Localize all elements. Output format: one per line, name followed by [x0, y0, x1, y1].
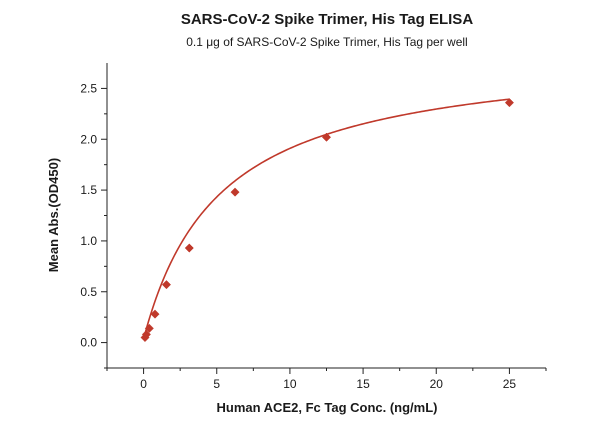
x-axis-label: Human ACE2, Fc Tag Conc. (ng/mL): [216, 400, 437, 415]
data-point: [161, 280, 172, 290]
y-tick-label: 2.5: [80, 81, 97, 95]
x-tick-label: 20: [430, 377, 444, 391]
y-tick-label: 0.0: [80, 336, 97, 350]
chart-subtitle: 0.1 μg of SARS-CoV-2 Spike Trimer, His T…: [186, 35, 467, 49]
y-tick-label: 1.0: [80, 234, 97, 248]
data-point: [504, 98, 514, 108]
data-point: [321, 132, 332, 142]
y-tick-label: 2.0: [80, 132, 97, 146]
chart-title: SARS-CoV-2 Spike Trimer, His Tag ELISA: [181, 11, 473, 28]
data-point: [230, 187, 240, 197]
x-tick-label: 25: [503, 377, 517, 391]
data-point: [150, 309, 160, 319]
data-point: [184, 243, 194, 253]
x-tick-label: 10: [283, 377, 297, 391]
data-point: [144, 323, 154, 333]
y-tick-label: 1.5: [80, 183, 97, 197]
y-tick-label: 0.5: [80, 285, 97, 299]
x-tick-label: 5: [213, 377, 220, 391]
plot-area: 0.0 0.5 1.0 1.5 2.0 2.5 0 5 10 15 20 25: [80, 63, 547, 391]
x-tick-label: 0: [140, 377, 147, 391]
x-tick-label: 15: [356, 377, 370, 391]
y-axis-label: Mean Abs.(OD450): [46, 158, 61, 272]
data-point: [141, 329, 151, 340]
